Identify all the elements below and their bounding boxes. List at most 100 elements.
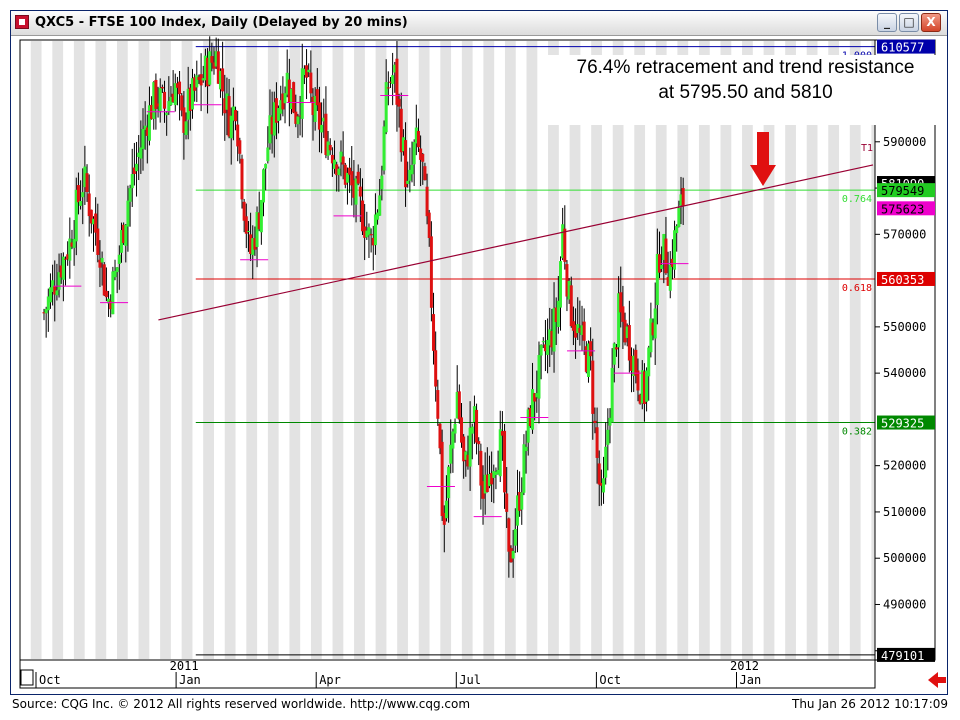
candle-body: [395, 58, 399, 105]
candle-body: [589, 341, 593, 357]
candle-body: [210, 56, 214, 63]
title-bar[interactable]: QXC5 - FTSE 100 Index, Daily (Delayed by…: [11, 11, 947, 36]
candle-body: [388, 81, 392, 83]
candle-body: [223, 98, 227, 114]
candle-body: [386, 87, 390, 89]
candle-body: [666, 277, 670, 286]
candle-body: [651, 322, 655, 336]
candle-body: [186, 88, 190, 120]
candle-body: [543, 344, 547, 352]
week-band: [181, 41, 193, 659]
candle-body: [354, 178, 358, 205]
candle-body: [636, 370, 640, 391]
week-band: [310, 41, 322, 659]
y-tick-label: 510000: [883, 505, 926, 519]
price-tag-label: 479101: [881, 649, 924, 663]
candle-body: [320, 124, 324, 133]
candle-body: [341, 156, 345, 165]
candle-body: [429, 236, 433, 308]
candle-body: [453, 423, 457, 434]
candle-body: [595, 427, 599, 458]
candle-body: [550, 330, 554, 348]
candle-body: [109, 300, 113, 310]
candle-body: [249, 234, 253, 254]
candle-body: [137, 152, 141, 158]
candle-body: [128, 188, 132, 202]
candle-body: [645, 370, 649, 402]
candle-body: [339, 151, 343, 163]
candle-body: [522, 444, 526, 493]
candle-body: [79, 200, 83, 206]
y-tick-label: 550000: [883, 320, 926, 334]
week-band: [224, 41, 236, 659]
scroll-left-icon[interactable]: [928, 672, 946, 688]
candle-body: [513, 528, 517, 546]
minimize-button[interactable]: _: [877, 13, 897, 32]
candle-body: [507, 518, 511, 552]
week-band: [806, 41, 818, 659]
candle-body: [173, 83, 177, 106]
candle-body: [317, 102, 321, 130]
week-band: [871, 41, 875, 659]
trendline-label: T1: [861, 143, 873, 154]
week-band: [569, 41, 581, 659]
week-band: [160, 41, 171, 659]
candle-body: [89, 209, 93, 224]
candle-body: [195, 75, 199, 88]
price-tag-box: [877, 201, 935, 216]
candle-body: [487, 473, 491, 487]
candle-body: [216, 51, 220, 84]
candle-body: [315, 89, 319, 106]
candle-body: [81, 192, 85, 198]
candle-body: [145, 127, 149, 136]
candle-body: [199, 74, 203, 86]
candle-body: [289, 89, 293, 109]
candle-body: [619, 292, 623, 313]
candle-body: [444, 500, 448, 519]
candle-body: [509, 548, 513, 563]
candle-body: [363, 226, 367, 238]
candle-body: [554, 307, 558, 322]
candle-body: [414, 127, 418, 144]
candle-body: [421, 153, 425, 162]
candle-body: [227, 96, 231, 137]
candle-body: [647, 347, 651, 377]
week-band: [720, 41, 732, 659]
candle-body: [373, 214, 377, 246]
candle-body: [670, 258, 674, 267]
candle-body: [565, 264, 569, 297]
week-band: [30, 41, 42, 659]
close-button[interactable]: X: [921, 13, 941, 32]
week-band: [397, 41, 408, 659]
candle-body: [305, 65, 309, 78]
price-tag-box: [877, 39, 935, 54]
maximize-button[interactable]: □: [899, 13, 919, 32]
y-tick-label: 520000: [883, 459, 926, 473]
candle-body: [124, 224, 128, 246]
candle-body: [552, 308, 556, 352]
candle-body: [251, 238, 255, 255]
candle-body: [597, 463, 601, 485]
candle-body: [397, 98, 401, 107]
candle-body: [638, 394, 642, 404]
candle-body: [335, 164, 339, 176]
candle-body: [197, 76, 201, 81]
candle-body: [201, 78, 205, 81]
week-band: [375, 41, 387, 659]
candle-body: [408, 169, 412, 181]
price-tag-box: [877, 183, 935, 198]
candle-body: [541, 341, 545, 343]
candle-body: [356, 171, 360, 184]
candle-body: [376, 212, 380, 220]
week-band: [698, 41, 710, 659]
candle-body: [279, 100, 283, 114]
candle-body: [574, 324, 578, 338]
candle-body: [675, 226, 679, 234]
week-band: [95, 41, 107, 659]
candle-body: [285, 72, 289, 95]
candle-body: [257, 212, 261, 230]
candle-body: [218, 70, 222, 90]
candle-body: [283, 93, 287, 104]
candle-body: [586, 343, 590, 378]
